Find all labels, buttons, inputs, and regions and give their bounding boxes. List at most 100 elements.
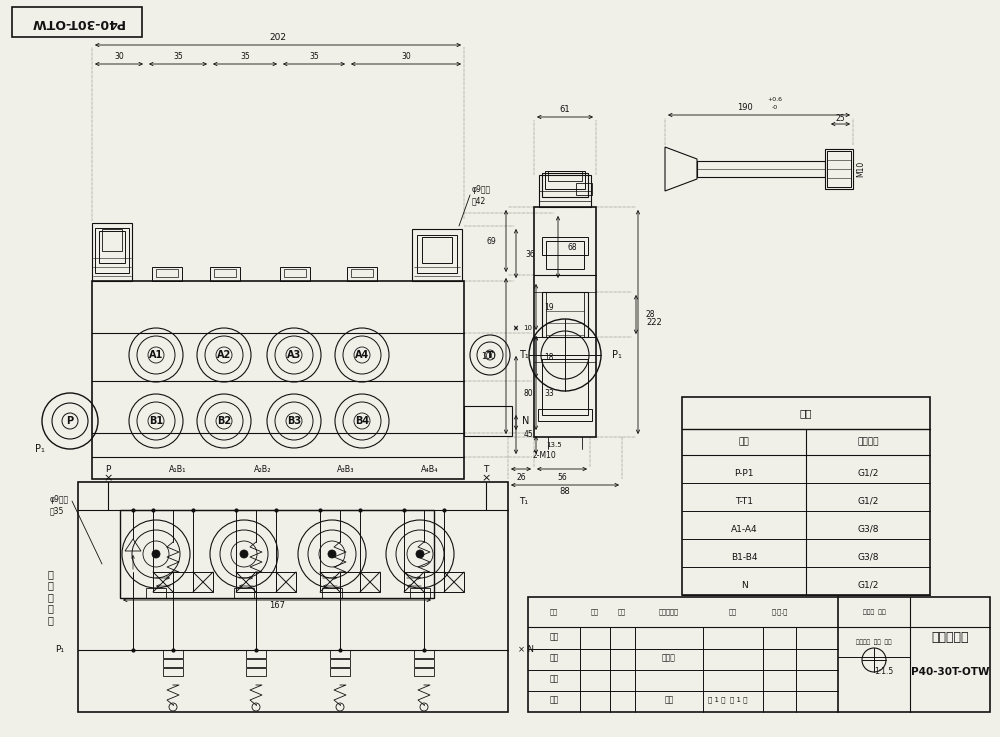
Text: 56: 56	[557, 472, 567, 481]
Text: P₁: P₁	[56, 646, 64, 654]
Bar	[246, 650, 266, 658]
Bar	[246, 668, 266, 676]
Circle shape	[152, 550, 160, 558]
Bar	[546, 292, 584, 337]
Text: 68: 68	[567, 242, 577, 251]
Bar	[120, 510, 434, 598]
Bar	[322, 588, 342, 598]
Text: A₃B₃: A₃B₃	[337, 464, 355, 473]
Bar	[414, 650, 434, 658]
Text: A₂B₂: A₂B₂	[254, 464, 272, 473]
Text: 共 1 张  第 1 张: 共 1 张 第 1 张	[708, 696, 748, 703]
Text: T: T	[483, 464, 489, 473]
Text: 设计: 设计	[549, 632, 559, 641]
Bar	[152, 267, 182, 281]
Text: 高42: 高42	[472, 197, 486, 206]
Text: 69: 69	[486, 237, 496, 245]
Bar	[193, 572, 213, 592]
Text: T₁: T₁	[519, 350, 529, 360]
Bar	[256, 572, 276, 592]
Bar	[825, 149, 853, 189]
Bar	[340, 572, 360, 592]
Bar	[330, 659, 350, 667]
Text: 标记: 标记	[550, 609, 558, 615]
Text: 30: 30	[401, 52, 411, 60]
Text: T: T	[487, 351, 493, 360]
Text: φ9通孔: φ9通孔	[50, 495, 69, 503]
Text: 阀体: 阀体	[800, 408, 812, 418]
Text: 222: 222	[646, 318, 662, 326]
Bar	[330, 650, 350, 658]
Circle shape	[240, 550, 248, 558]
Text: 标准化: 标准化	[662, 654, 676, 663]
Text: 校对: 校对	[549, 654, 559, 663]
Bar	[534, 207, 596, 437]
Text: A₄B₄: A₄B₄	[421, 464, 439, 473]
Bar	[156, 269, 178, 277]
Bar	[163, 659, 183, 667]
Text: T-T1: T-T1	[735, 497, 753, 506]
Bar	[542, 359, 588, 415]
Bar	[414, 659, 434, 667]
Text: 26: 26	[516, 472, 526, 481]
Text: 高35: 高35	[50, 506, 64, 515]
Bar	[545, 171, 585, 189]
Bar	[246, 659, 266, 667]
Text: 100: 100	[481, 352, 495, 360]
Text: 36: 36	[525, 250, 535, 259]
Text: 版本号  类型: 版本号 类型	[863, 609, 885, 615]
Text: T₁: T₁	[520, 497, 528, 506]
Text: A4: A4	[355, 350, 369, 360]
Text: 年.月.日: 年.月.日	[772, 609, 788, 615]
Bar	[173, 572, 193, 592]
Bar	[539, 175, 591, 207]
Text: P₁: P₁	[612, 350, 622, 360]
Text: φ9通孔: φ9通孔	[472, 184, 491, 194]
Text: 签名: 签名	[729, 609, 737, 615]
Text: 18: 18	[544, 352, 554, 362]
Bar	[542, 173, 588, 197]
Bar	[410, 588, 430, 598]
Bar	[576, 183, 592, 195]
Bar	[78, 482, 508, 712]
Bar	[542, 237, 588, 255]
Text: 45: 45	[523, 430, 533, 439]
Text: 批准: 批准	[664, 696, 674, 705]
Text: P40-30T-OTW: P40-30T-OTW	[911, 667, 989, 677]
Text: 35: 35	[309, 52, 319, 60]
Bar	[99, 231, 125, 263]
Text: 螺纹规格: 螺纹规格	[857, 438, 879, 447]
Text: 处数: 处数	[591, 609, 599, 615]
Bar	[236, 572, 256, 592]
Bar	[12, 7, 142, 37]
Text: P₁: P₁	[35, 444, 45, 454]
Text: 202: 202	[270, 32, 287, 41]
Circle shape	[328, 550, 336, 558]
Text: ×: ×	[103, 473, 113, 483]
Text: B2: B2	[217, 416, 231, 426]
Bar	[102, 229, 122, 251]
Bar	[163, 650, 183, 658]
Bar	[464, 406, 512, 436]
Bar	[422, 237, 452, 263]
Text: P: P	[66, 416, 74, 426]
Text: 审核: 审核	[549, 674, 559, 683]
Text: 30: 30	[114, 52, 124, 60]
Bar	[682, 397, 930, 595]
Text: A1-A4: A1-A4	[731, 525, 757, 534]
Text: 接口: 接口	[739, 438, 749, 447]
Bar	[330, 668, 350, 676]
Bar	[538, 409, 592, 421]
Bar	[827, 151, 851, 187]
Text: 19: 19	[544, 302, 554, 312]
Bar	[284, 269, 306, 277]
Text: 190: 190	[737, 102, 753, 111]
Text: A2: A2	[217, 350, 231, 360]
Bar	[542, 292, 588, 337]
Text: 61: 61	[560, 105, 570, 113]
Text: 10: 10	[524, 325, 532, 331]
Text: 2-M10: 2-M10	[532, 450, 556, 459]
Text: P40-30T-OTW: P40-30T-OTW	[30, 15, 124, 29]
Text: A₁B₁: A₁B₁	[169, 464, 187, 473]
Text: 88: 88	[560, 486, 570, 495]
